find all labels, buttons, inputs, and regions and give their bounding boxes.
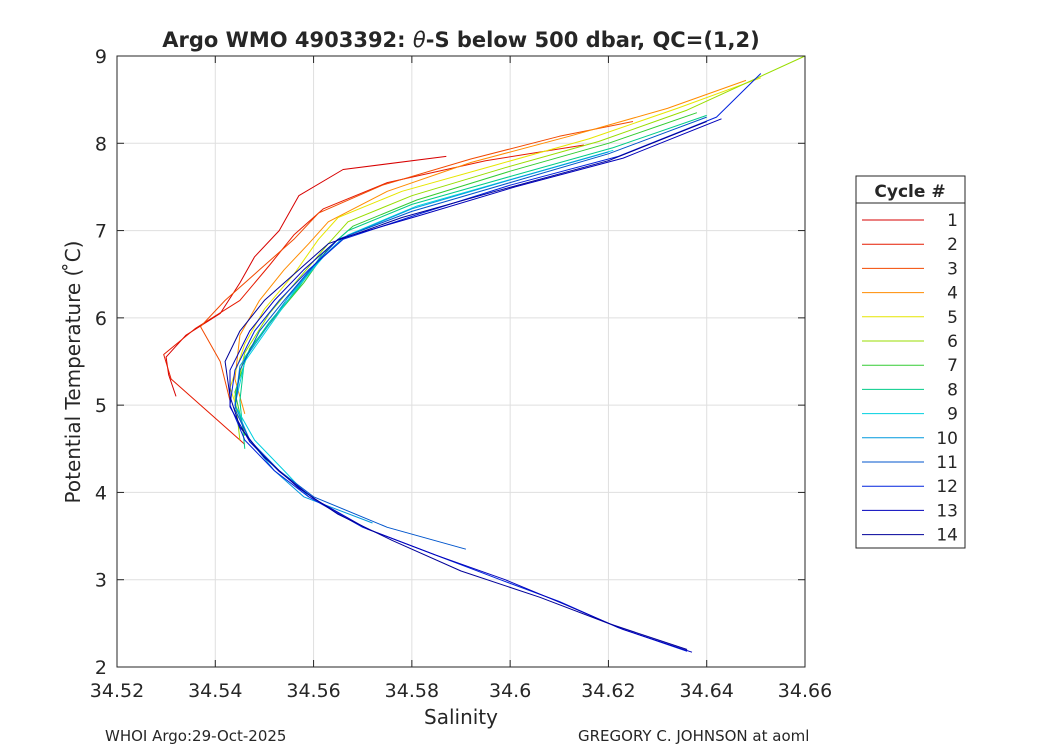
- series-line-cycle-9: [234, 149, 614, 498]
- series-line-cycle-11: [234, 116, 707, 550]
- x-tick-label: 34.58: [385, 680, 439, 702]
- y-tick-label: 3: [95, 570, 107, 592]
- series-line-cycle-13: [229, 118, 722, 653]
- legend-label: 14: [936, 526, 958, 546]
- y-tick-label: 9: [95, 46, 107, 68]
- x-tick-label: 34.64: [680, 680, 734, 702]
- legend-label: 7: [947, 356, 958, 376]
- series-line-cycle-14: [224, 121, 707, 650]
- legend-label: 10: [936, 429, 958, 449]
- y-tick-label: 2: [95, 657, 107, 679]
- ticks: [116, 55, 806, 668]
- y-axis-label: Potential Temperature ( ̊C): [61, 241, 85, 504]
- x-tick-label: 34.62: [581, 680, 635, 702]
- chart-title: Argo WMO 4903392: θ-S below 500 dbar, QC…: [162, 28, 759, 52]
- series-line-cycle-6: [234, 55, 806, 441]
- y-tick-label: 6: [95, 308, 107, 330]
- legend-label: 9: [947, 405, 958, 425]
- y-tick-label: 7: [95, 221, 107, 243]
- footer-left: WHOI Argo:29-Oct-2025: [105, 727, 286, 745]
- legend-label: 6: [947, 332, 958, 352]
- series-line-cycle-5: [229, 77, 761, 432]
- y-tick-labels: 2 3 4 5 6 7 8 9: [95, 46, 107, 679]
- series-line-cycle-3: [200, 121, 634, 401]
- legend-title: Cycle #: [874, 182, 945, 202]
- y-tick-label: 4: [95, 482, 107, 504]
- legend-label: 1: [947, 211, 958, 231]
- footer-right: GREGORY C. JOHNSON at aoml: [578, 727, 809, 745]
- series-line-cycle-1: [165, 155, 447, 397]
- legend-label: 13: [936, 501, 958, 521]
- y-tick-label: 5: [95, 395, 107, 417]
- legend-label: 11: [936, 453, 958, 473]
- legend-label: 5: [947, 308, 958, 328]
- legend-label: 12: [936, 477, 958, 497]
- axes-box: [116, 55, 806, 668]
- series-line-cycle-4: [234, 79, 747, 415]
- legend-label: 2: [947, 235, 958, 255]
- x-tick-label: 34.52: [90, 680, 144, 702]
- x-tick-label: 34.6: [489, 680, 531, 702]
- series-line-cycle-12: [229, 73, 762, 652]
- y-tick-label: 8: [95, 133, 107, 155]
- x-tick-label: 34.56: [286, 680, 340, 702]
- x-axis-label: Salinity: [424, 705, 498, 729]
- x-tick-label: 34.66: [778, 680, 832, 702]
- x-tick-labels: 34.52 34.54 34.56 34.58 34.6 34.62 34.64 34.66: [90, 680, 832, 702]
- x-tick-label: 34.54: [188, 680, 242, 702]
- legend-label: 8: [947, 380, 958, 400]
- legend-label: 3: [947, 259, 958, 279]
- series-layer: [163, 55, 806, 653]
- legend-label: 4: [947, 284, 958, 304]
